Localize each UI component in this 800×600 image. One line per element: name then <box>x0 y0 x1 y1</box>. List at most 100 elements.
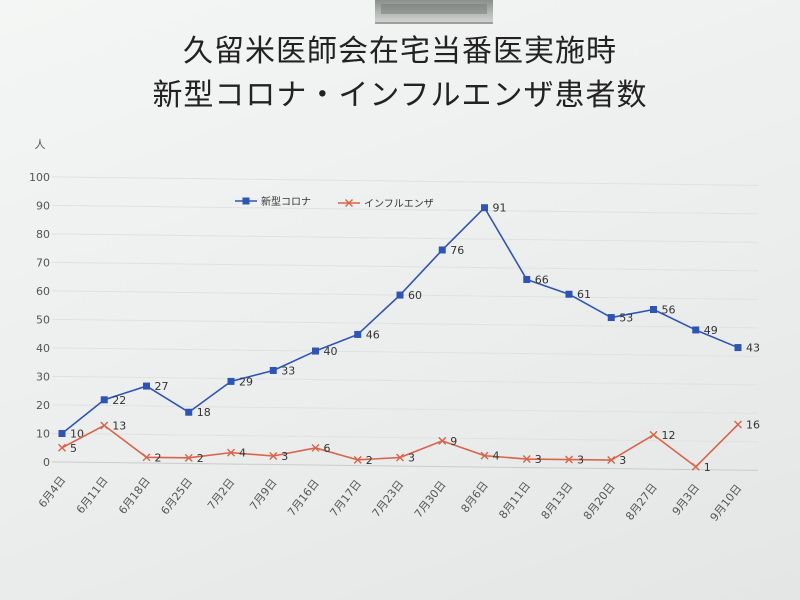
x-tick-label: 7月23日 <box>370 478 407 520</box>
data-point <box>227 377 235 385</box>
data-label: 43 <box>746 342 760 355</box>
y-tick-label: 20 <box>36 399 50 412</box>
data-label: 56 <box>662 303 676 316</box>
gridline <box>51 176 759 186</box>
legend-label: インフルエンザ <box>364 198 434 210</box>
chart-legend: 新型コロナ インフルエンザ <box>235 195 434 210</box>
data-point <box>607 314 615 322</box>
data-label: 5 <box>70 442 77 455</box>
data-label: 6 <box>324 442 331 455</box>
data-point <box>396 453 404 462</box>
data-point <box>734 344 742 352</box>
data-point <box>311 443 320 452</box>
data-point <box>312 347 319 355</box>
data-label: 4 <box>239 447 246 460</box>
series-1: 10 22 27 18 29 33 40 46 60 76 91 66 61 53 56 49 43 <box>58 202 760 441</box>
gridline <box>51 318 759 329</box>
data-label: 60 <box>408 289 422 302</box>
data-label: 61 <box>577 288 591 301</box>
y-tick-label: 50 <box>36 313 50 326</box>
data-label: 53 <box>619 312 633 325</box>
y-tick-label: 90 <box>36 199 50 212</box>
y-axis-label: 人 <box>35 138 46 151</box>
data-point <box>142 453 151 462</box>
data-point <box>269 451 278 460</box>
data-point <box>227 448 235 457</box>
legend-marker <box>242 197 250 205</box>
data-label: 3 <box>619 454 626 467</box>
data-label: 76 <box>450 244 464 257</box>
data-point <box>396 291 404 299</box>
x-tick-label: 6月11日 <box>74 474 111 516</box>
x-tick-label: 9月10日 <box>708 482 745 524</box>
data-point <box>565 290 573 298</box>
x-tick-label: 8月6日 <box>458 479 490 515</box>
y-tick-label: 30 <box>36 370 50 383</box>
gridline <box>51 290 759 300</box>
y-tick-label: 60 <box>36 285 50 298</box>
data-label: 40 <box>324 345 338 358</box>
data-point <box>607 456 616 465</box>
y-tick-label: 80 <box>36 228 50 241</box>
x-tick-label: 7月9日 <box>247 476 279 512</box>
data-point <box>353 455 362 464</box>
x-tick-label: 7月17日 <box>327 477 364 519</box>
data-label: 13 <box>112 419 126 432</box>
x-tick-label: 8月13日 <box>539 480 576 522</box>
paper-clip <box>375 0 493 24</box>
data-point <box>565 455 573 464</box>
data-point <box>649 430 658 439</box>
gridline <box>51 261 759 272</box>
data-label: 12 <box>662 429 676 442</box>
y-axis: 0 10 20 30 40 50 60 70 80 90 100 <box>29 171 50 469</box>
gridline <box>51 404 759 414</box>
data-point <box>100 396 108 404</box>
data-point <box>269 366 277 374</box>
data-point <box>185 408 193 416</box>
data-point <box>58 443 66 452</box>
x-tick-label: 9月3日 <box>670 481 702 517</box>
gridline <box>51 375 759 386</box>
series-line <box>61 423 739 468</box>
data-point <box>480 451 489 460</box>
x-tick-label: 8月20日 <box>581 480 618 522</box>
x-tick-label: 6月4日 <box>36 474 68 510</box>
data-point <box>481 204 488 212</box>
data-point <box>523 275 531 283</box>
data-point <box>522 455 531 464</box>
data-label: 10 <box>70 428 84 441</box>
data-label: 3 <box>535 453 542 466</box>
series-2: 5 13 2 2 4 3 6 2 3 9 4 3 3 3 12 1 16 <box>58 419 760 474</box>
x-axis: 6月4日 6月11日 6月18日 6月25日 7月2日 7月9日 7月16日 7月17日 7月2… <box>36 474 744 524</box>
gridline <box>51 204 759 215</box>
data-label: 46 <box>366 328 380 341</box>
data-label: 3 <box>408 452 415 465</box>
data-label: 1 <box>704 461 711 474</box>
data-point <box>650 305 657 313</box>
y-tick-label: 10 <box>36 427 50 440</box>
data-label: 33 <box>281 364 295 377</box>
x-tick-label: 8月27日 <box>623 481 660 523</box>
data-label: 49 <box>704 324 718 337</box>
x-tick-label: 6月25日 <box>158 475 195 517</box>
data-label: 22 <box>112 394 126 407</box>
data-label: 4 <box>493 450 500 463</box>
data-point <box>691 462 700 471</box>
gridline <box>51 461 759 471</box>
data-point <box>438 246 446 254</box>
gridline <box>51 233 759 243</box>
data-label: 29 <box>239 375 253 388</box>
y-tick-label: 40 <box>36 342 50 355</box>
data-point <box>692 326 700 334</box>
data-label: 9 <box>450 435 457 448</box>
gridline <box>51 432 759 443</box>
data-label: 2 <box>197 452 204 465</box>
data-label: 16 <box>746 419 760 432</box>
data-label: 3 <box>577 454 584 467</box>
y-tick-label: 70 <box>36 256 50 269</box>
data-label: 27 <box>155 380 169 393</box>
chart-title: 久留米医師会在宅当番医実施時 <box>183 34 617 69</box>
